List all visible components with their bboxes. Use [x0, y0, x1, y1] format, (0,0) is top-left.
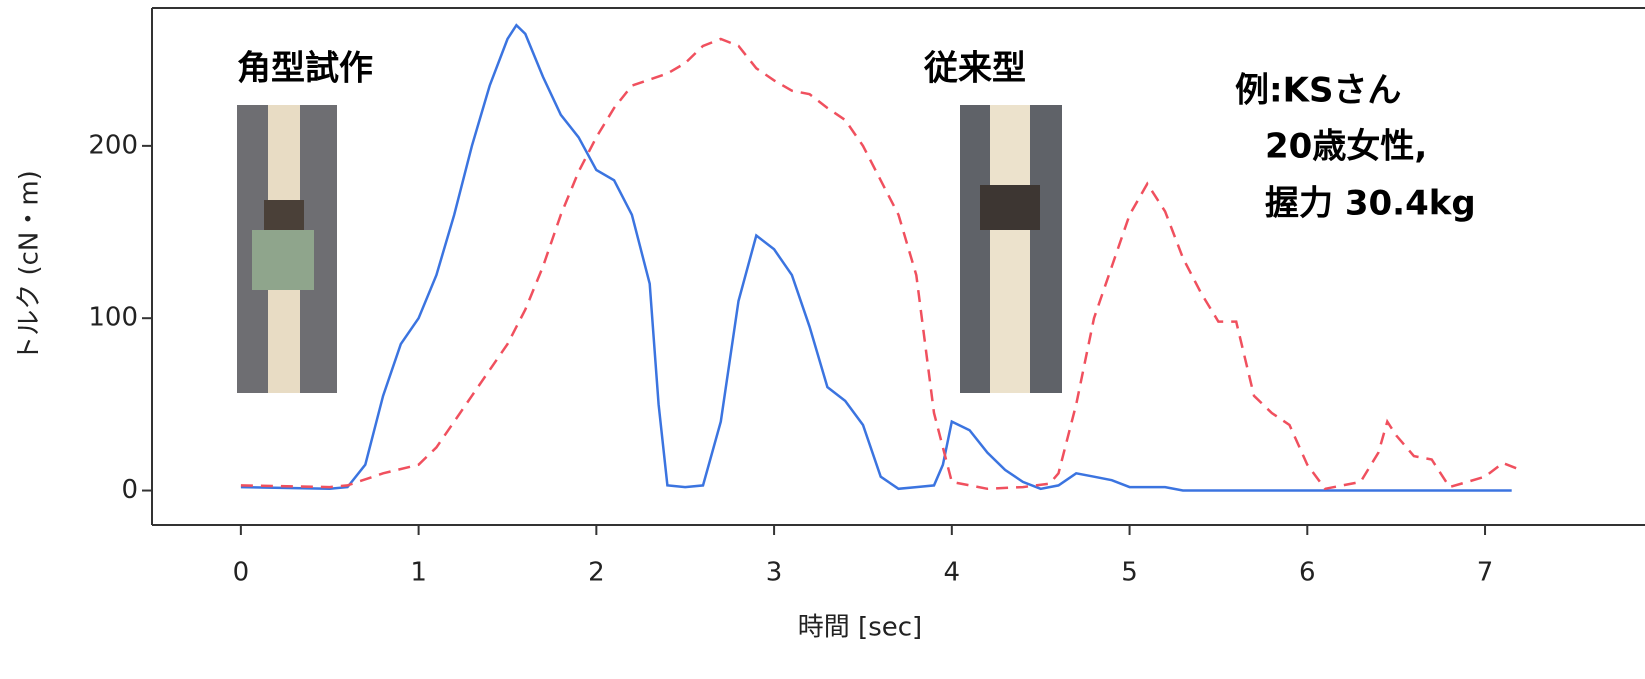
annotation: 20歳女性, [1265, 127, 1427, 167]
annotation: 角型試作 [237, 49, 373, 89]
x-tick-label: 7 [1477, 558, 1494, 588]
x-axis-label: 時間 [sec] [798, 613, 922, 643]
y-tick-label: 0 [121, 475, 138, 505]
x-tick-label: 5 [1121, 558, 1138, 588]
photo-square-prototype [237, 105, 337, 393]
x-tick-label: 1 [410, 558, 427, 588]
x-tick-label: 3 [766, 558, 783, 588]
x-tick-label: 6 [1299, 558, 1316, 588]
annotation: 従来型 [923, 49, 1026, 89]
photo-conventional [960, 105, 1062, 393]
series-line [240, 23, 1512, 492]
x-tick-label: 2 [588, 558, 605, 588]
x-tick-label: 4 [944, 558, 961, 588]
y-axis-label: トルク (cN・m) [15, 170, 45, 362]
x-tick-label: 0 [233, 558, 250, 588]
annotation: 例:KSさん [1235, 71, 1401, 111]
y-tick-label: 100 [88, 303, 138, 333]
y-tick-label: 200 [88, 130, 138, 160]
annotation: 握力 30.4kg [1265, 184, 1476, 224]
